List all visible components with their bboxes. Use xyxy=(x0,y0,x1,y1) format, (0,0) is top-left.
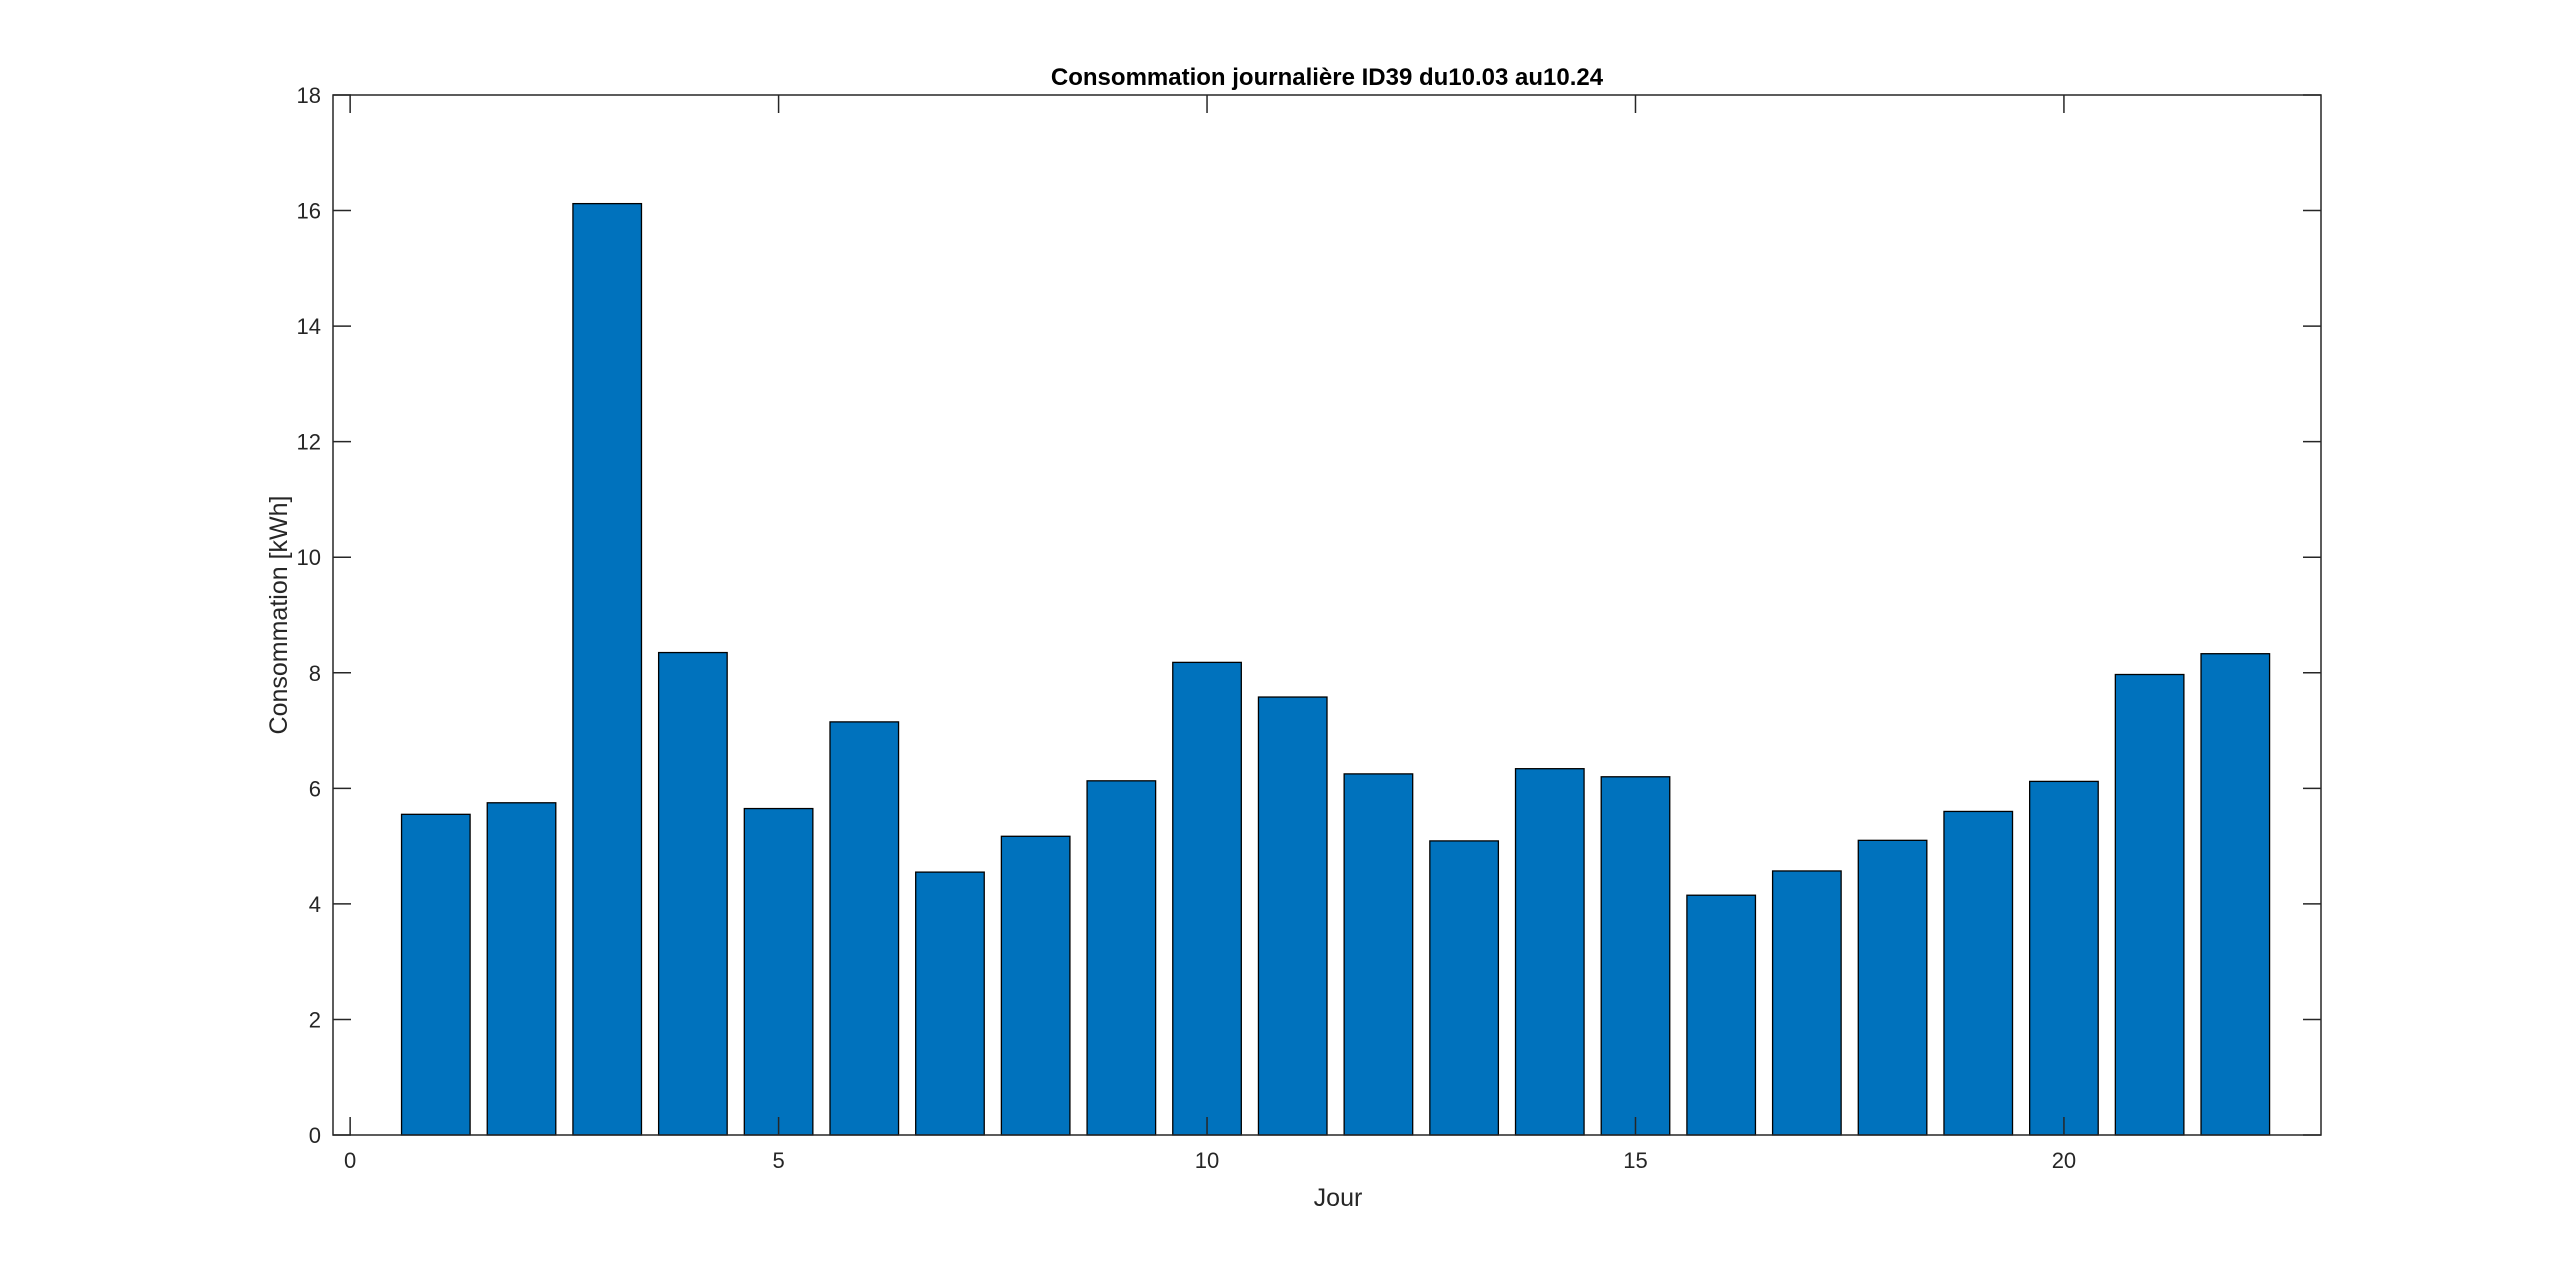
bar-day-7 xyxy=(915,871,985,1136)
plot-border xyxy=(332,94,2322,1136)
y-tick-label-6: 6 xyxy=(309,776,321,801)
x-tick-label-20: 20 xyxy=(2052,1148,2076,1173)
y-tick-label-8: 8 xyxy=(309,661,321,686)
y-axis-label: Consommation [kWh] xyxy=(265,496,293,735)
bar-day-8 xyxy=(1000,835,1071,1136)
bar-day-2 xyxy=(486,802,557,1136)
x-tick-label-5: 5 xyxy=(772,1148,784,1173)
bar-day-4 xyxy=(657,651,728,1136)
bar-day-16 xyxy=(1686,894,1757,1136)
y-tick-label-10: 10 xyxy=(297,545,321,570)
bar-day-12 xyxy=(1343,773,1414,1136)
bar-day-5 xyxy=(743,807,814,1136)
bar-day-14 xyxy=(1514,768,1585,1136)
bar-day-22 xyxy=(2200,653,2271,1136)
x-axis-label: Jour xyxy=(1314,1184,1363,1212)
bars-group xyxy=(400,202,2271,1136)
y-tick-label-12: 12 xyxy=(297,430,321,455)
y-tick-label-4: 4 xyxy=(309,892,321,917)
x-tick-label-15: 15 xyxy=(1623,1148,1647,1173)
bar-day-11 xyxy=(1257,696,1328,1136)
bar-day-13 xyxy=(1429,840,1500,1136)
x-tick-label-10: 10 xyxy=(1195,1148,1219,1173)
ticks-group: 0 5 10 15 20 0 2 4 6 8 10 12 14 16 18 xyxy=(297,83,2321,1173)
bar-day-19 xyxy=(1943,810,2014,1136)
bar-day-17 xyxy=(1771,870,1842,1136)
chart-title: Consommation journalière ID39 du10.03 au… xyxy=(1051,64,1604,91)
y-tick-label-18: 18 xyxy=(297,83,321,108)
bar-day-3 xyxy=(572,202,643,1136)
bar-day-9 xyxy=(1086,780,1157,1136)
bar-day-20 xyxy=(2029,780,2099,1136)
y-tick-label-14: 14 xyxy=(297,314,321,339)
bar-day-1 xyxy=(400,813,471,1136)
x-tick-label-0: 0 xyxy=(344,1148,356,1173)
y-tick-label-0: 0 xyxy=(309,1123,321,1148)
y-tick-label-2: 2 xyxy=(309,1007,321,1032)
bar-day-21 xyxy=(2114,673,2185,1136)
y-tick-label-16: 16 xyxy=(297,199,321,224)
bar-day-18 xyxy=(1857,839,1928,1136)
bar-day-15 xyxy=(1600,776,1671,1136)
bar-day-10 xyxy=(1172,661,1242,1136)
bar-day-6 xyxy=(829,721,900,1136)
